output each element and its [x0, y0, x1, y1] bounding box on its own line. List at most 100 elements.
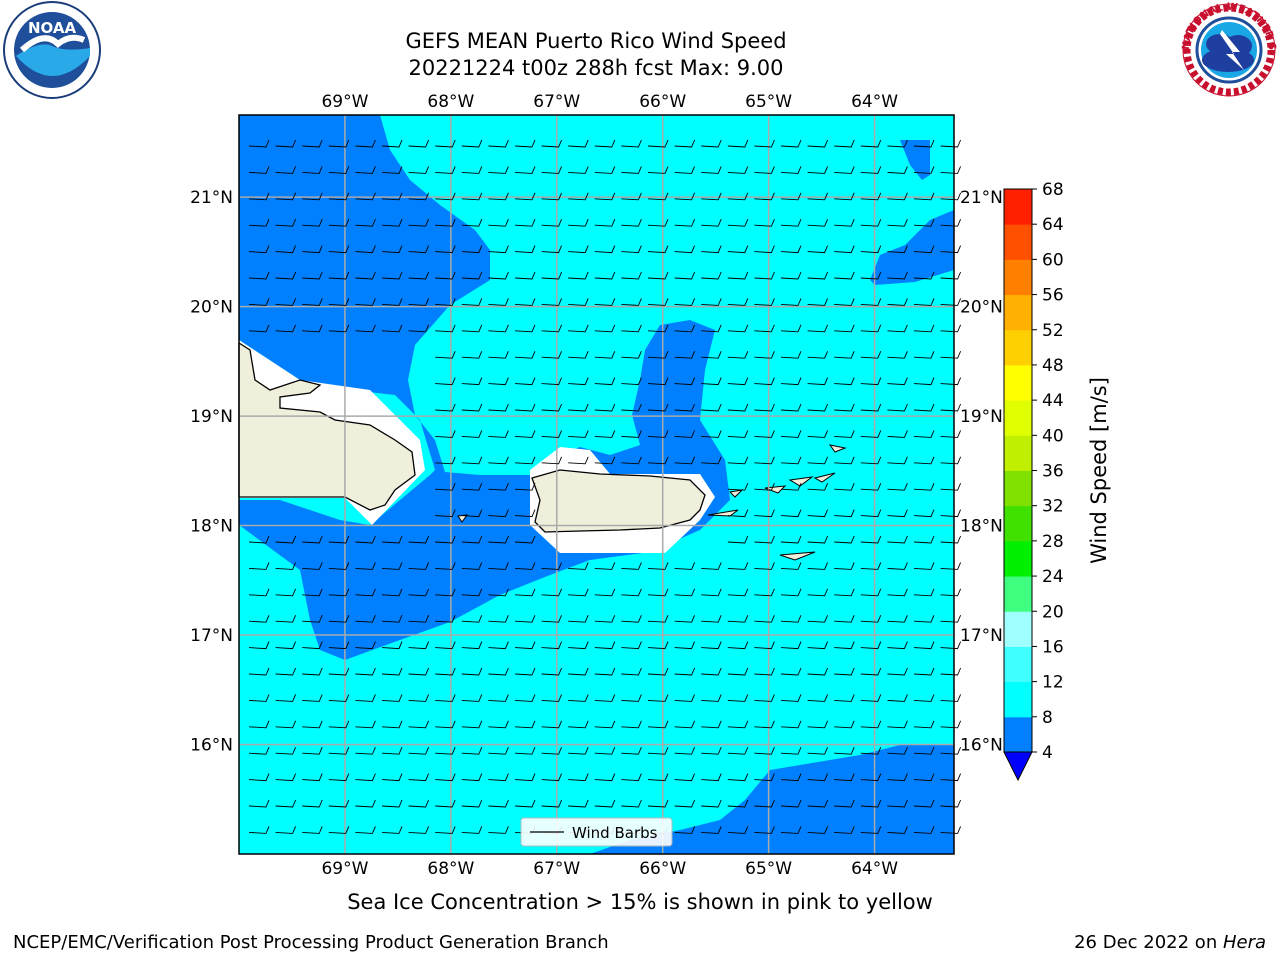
wind-barb — [940, 219, 962, 227]
wind-barb — [435, 166, 456, 174]
wind-barb — [807, 694, 829, 702]
wind-barb — [780, 324, 802, 333]
wind-barb — [754, 245, 775, 254]
wind-barb — [541, 641, 563, 650]
wind-barb — [807, 245, 829, 254]
wind-barb — [913, 747, 935, 755]
wind-barb — [488, 747, 509, 755]
lon-label-top: 67°W — [533, 92, 580, 112]
wind-barb — [514, 166, 536, 174]
wind-barb — [488, 588, 509, 597]
wind-barb — [701, 615, 722, 623]
wind-barb — [807, 430, 829, 438]
wind-barb — [541, 245, 563, 254]
wind-barb — [727, 747, 749, 755]
wind-barb — [940, 166, 962, 174]
wind-barb — [461, 747, 483, 755]
wind-barb — [355, 773, 376, 782]
lat-label-left: 17°N — [190, 626, 233, 646]
wind-barb — [435, 588, 456, 597]
wind-barb — [727, 139, 749, 148]
wind-barb — [435, 615, 456, 623]
wind-barb — [541, 456, 563, 465]
wind-barb — [541, 377, 563, 386]
wind-barb — [568, 694, 589, 702]
wind-barb — [780, 298, 802, 306]
wind-barb — [834, 667, 855, 676]
wind-barb — [275, 641, 297, 650]
wind-barb — [248, 298, 270, 306]
wind-barb — [727, 773, 749, 782]
lon-label-bottom: 65°W — [745, 859, 792, 879]
wind-barb — [701, 562, 722, 570]
wind-barb — [834, 192, 855, 201]
wind-barb — [594, 245, 616, 254]
colorbar-segment — [1004, 400, 1032, 436]
wind-barb — [514, 535, 536, 544]
wind-barb — [488, 219, 509, 227]
wind-barb — [461, 799, 483, 808]
wind-barb — [568, 219, 589, 227]
wind-barb — [248, 139, 270, 148]
wind-barb — [514, 667, 536, 676]
wind-barb — [727, 192, 749, 201]
wind-barb — [621, 192, 642, 201]
colorbar-tick-label: 60 — [1042, 250, 1064, 270]
wind-barb — [940, 799, 962, 808]
lat-label-right: 18°N — [960, 517, 1003, 537]
colorbar-tick-label: 36 — [1042, 462, 1064, 482]
colorbar-tick-label: 16 — [1042, 637, 1064, 657]
wind-barb — [621, 615, 642, 623]
wind-barb — [727, 615, 749, 623]
wind-barb — [940, 245, 962, 254]
wind-barb — [302, 799, 323, 808]
wind-barb — [461, 245, 483, 254]
colorbar-tick-label: 48 — [1042, 356, 1064, 376]
colorbar-segment — [1004, 716, 1032, 753]
colorbar-segment — [1004, 505, 1032, 542]
chart-title: GEFS MEAN Puerto Rico Wind Speed — [405, 29, 787, 53]
wind-barb — [701, 351, 722, 359]
wind-barb — [461, 615, 483, 623]
wind-barb — [754, 166, 775, 174]
wind-barb — [780, 747, 802, 755]
wind-barb — [514, 562, 536, 570]
wind-barb — [780, 377, 802, 386]
wind-barb — [514, 641, 536, 650]
wind-barb — [647, 720, 669, 729]
wind-barb — [355, 747, 376, 755]
wind-barb — [408, 799, 430, 808]
wind-barb — [913, 139, 935, 148]
wind-barb — [275, 588, 297, 597]
wind-barb — [541, 403, 563, 412]
wind-barb — [754, 324, 775, 333]
wind-barb — [754, 720, 775, 729]
wind-barb — [674, 298, 696, 306]
wind-barb — [887, 456, 908, 465]
wind-barb — [940, 456, 962, 465]
wind-barb — [780, 667, 802, 676]
wind-barb — [860, 139, 882, 148]
wind-barb — [461, 826, 483, 834]
colorbar-tick-label: 64 — [1042, 215, 1064, 235]
wind-barb — [887, 245, 908, 254]
wind-barb — [621, 324, 642, 333]
wind-barb — [754, 377, 775, 386]
wind-barb — [435, 799, 456, 808]
wind-barb — [488, 271, 509, 280]
wind-barb — [807, 166, 829, 174]
wind-barb — [594, 720, 616, 729]
wind-barb — [754, 562, 775, 570]
colorbar-segment — [1004, 224, 1032, 260]
wind-barb — [674, 166, 696, 174]
wind-barb — [940, 826, 962, 834]
wind-barb — [302, 192, 323, 201]
lat-label-left: 19°N — [190, 407, 233, 427]
wind-barb — [568, 403, 589, 412]
wind-barb — [913, 271, 935, 280]
wind-barb — [727, 403, 749, 412]
wind-barb — [860, 799, 882, 808]
wind-barb — [328, 773, 350, 782]
wind-barb — [860, 192, 882, 201]
lat-label-left: 20°N — [190, 298, 233, 318]
